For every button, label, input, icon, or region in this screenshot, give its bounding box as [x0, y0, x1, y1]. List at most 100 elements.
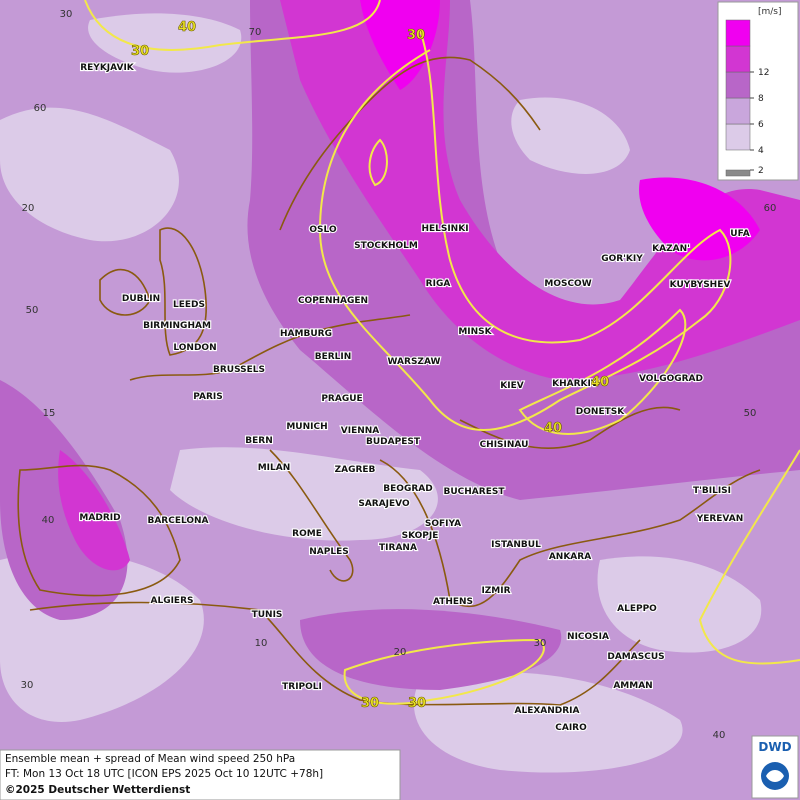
- legend-tick-label: 12: [758, 68, 769, 78]
- graticule-label: 15: [43, 408, 56, 419]
- graticule-label: 20: [394, 647, 407, 658]
- graticule-label: 40: [713, 730, 726, 741]
- city-label: ALEPPO: [617, 604, 657, 614]
- city-label: HAMBURG: [280, 329, 332, 339]
- city-label: UFA: [730, 229, 749, 239]
- graticule-label: 60: [764, 203, 777, 214]
- contours: [84, 0, 800, 705]
- contour-label: 30: [408, 696, 426, 711]
- legend-swatch: [725, 97, 751, 125]
- legend-swatch: [725, 123, 751, 151]
- city-label: REYKJAVIK: [80, 63, 135, 73]
- legend-tick-label: 4: [758, 146, 764, 156]
- city-label: SARAJEVO: [358, 499, 410, 509]
- city-label: STOCKHOLM: [354, 241, 418, 251]
- city-label: T'BILISI: [693, 486, 731, 496]
- contour-label: 40: [544, 421, 562, 436]
- city-label: LEEDS: [173, 300, 205, 310]
- city-label: BARCELONA: [147, 516, 208, 526]
- city-label: AMMAN: [613, 681, 652, 691]
- graticule-label: 30: [21, 680, 34, 691]
- contour-label: 30: [361, 696, 379, 711]
- legend: [m/s] 2 4 6 8 12: [717, 1, 799, 181]
- graticule-labels: 30 70 60 20 60 50 50 15 40 10 20 30 30 40: [21, 9, 777, 741]
- coastlines: [17, 56, 761, 706]
- city-label: SKOPJE: [402, 531, 439, 541]
- city-label: ISTANBUL: [491, 540, 541, 550]
- city-label: LONDON: [173, 343, 216, 353]
- city-label: ANKARA: [549, 552, 591, 562]
- city-label: ATHENS: [433, 597, 473, 607]
- graticule-label: 50: [744, 408, 757, 419]
- city-label: BEOGRAD: [383, 484, 432, 494]
- legend-tick-label: 8: [758, 94, 764, 104]
- city-label: MUNICH: [286, 422, 327, 432]
- graticule-label: 10: [255, 638, 268, 649]
- city-label: VOLGOGRAD: [639, 374, 703, 384]
- city-label: DAMASCUS: [607, 652, 664, 662]
- contour-label: 40: [178, 20, 196, 35]
- logo-swirl: [766, 770, 784, 782]
- city-label: ZAGREB: [335, 465, 376, 475]
- legend-swatch: [725, 19, 751, 47]
- city-label: NAPLES: [309, 547, 348, 557]
- contour-label: 40: [591, 375, 609, 390]
- city-label: CAIRO: [555, 723, 587, 733]
- footer-line: Ensemble mean + spread of Mean wind spee…: [5, 753, 295, 765]
- city-label: GOR'KIY: [601, 254, 643, 264]
- logo: DWD: [758, 740, 791, 754]
- city-label: BERN: [245, 436, 272, 446]
- city-label: IZMIR: [481, 586, 510, 596]
- city-label: KUYBYSHEV: [670, 280, 731, 290]
- legend-swatch: [725, 45, 751, 73]
- contour-label: 30: [407, 28, 425, 43]
- graticule-label: 40: [42, 515, 55, 526]
- city-label: BERLIN: [315, 352, 352, 362]
- graticule-label: 30: [60, 9, 73, 20]
- footer: Ensemble mean + spread of Mean wind spee…: [0, 735, 799, 800]
- footer-box: [0, 749, 401, 800]
- copyright: ©2025 Deutscher Wetterdienst: [5, 784, 190, 796]
- city-label: MADRID: [79, 513, 120, 523]
- legend-tick-label: 6: [758, 120, 764, 130]
- city-label: BIRMINGHAM: [143, 321, 211, 331]
- contour-label: 30: [131, 44, 149, 59]
- city-label: RIGA: [426, 279, 451, 289]
- legend-tick-label: 2: [758, 166, 764, 176]
- field-peak: [58, 0, 800, 571]
- city-label: NICOSIA: [567, 632, 609, 642]
- city-label: ROME: [292, 529, 322, 539]
- city-label: SOFIYA: [425, 519, 461, 529]
- city-label: HELSINKI: [421, 224, 468, 234]
- city-label: MOSCOW: [544, 279, 591, 289]
- legend-swatch: [725, 169, 751, 177]
- city-label: DUBLIN: [122, 294, 160, 304]
- graticule-label: 70: [249, 27, 262, 38]
- city-label: COPENHAGEN: [298, 296, 368, 306]
- legend-swatch: [725, 71, 751, 99]
- graticule-label: 30: [534, 638, 547, 649]
- graticule-label: 50: [26, 305, 39, 316]
- city-label: BRUSSELS: [213, 365, 265, 375]
- city-label: CHISINAU: [480, 440, 529, 450]
- city-label: PRAGUE: [321, 394, 362, 404]
- city-label: OSLO: [309, 225, 337, 235]
- city-label: TUNIS: [252, 610, 283, 620]
- city-label: ALGIERS: [151, 596, 194, 606]
- city-label: MILAN: [258, 463, 291, 473]
- city-label: YEREVAN: [696, 514, 744, 524]
- legend-unit: [m/s]: [758, 7, 782, 17]
- graticule-label: 60: [34, 103, 47, 114]
- graticule-label: 20: [22, 203, 35, 214]
- city-label: ALEXANDRIA: [515, 706, 580, 716]
- city-label: KAZAN': [652, 244, 690, 254]
- field-max: [360, 0, 760, 261]
- city-label: BUDAPEST: [366, 437, 421, 447]
- city-label: VIENNA: [341, 426, 380, 436]
- city-label: BUCHAREST: [444, 487, 506, 497]
- city-label: WARSZAW: [388, 357, 441, 367]
- city-label: KIEV: [500, 381, 523, 391]
- city-label: PARIS: [193, 392, 223, 402]
